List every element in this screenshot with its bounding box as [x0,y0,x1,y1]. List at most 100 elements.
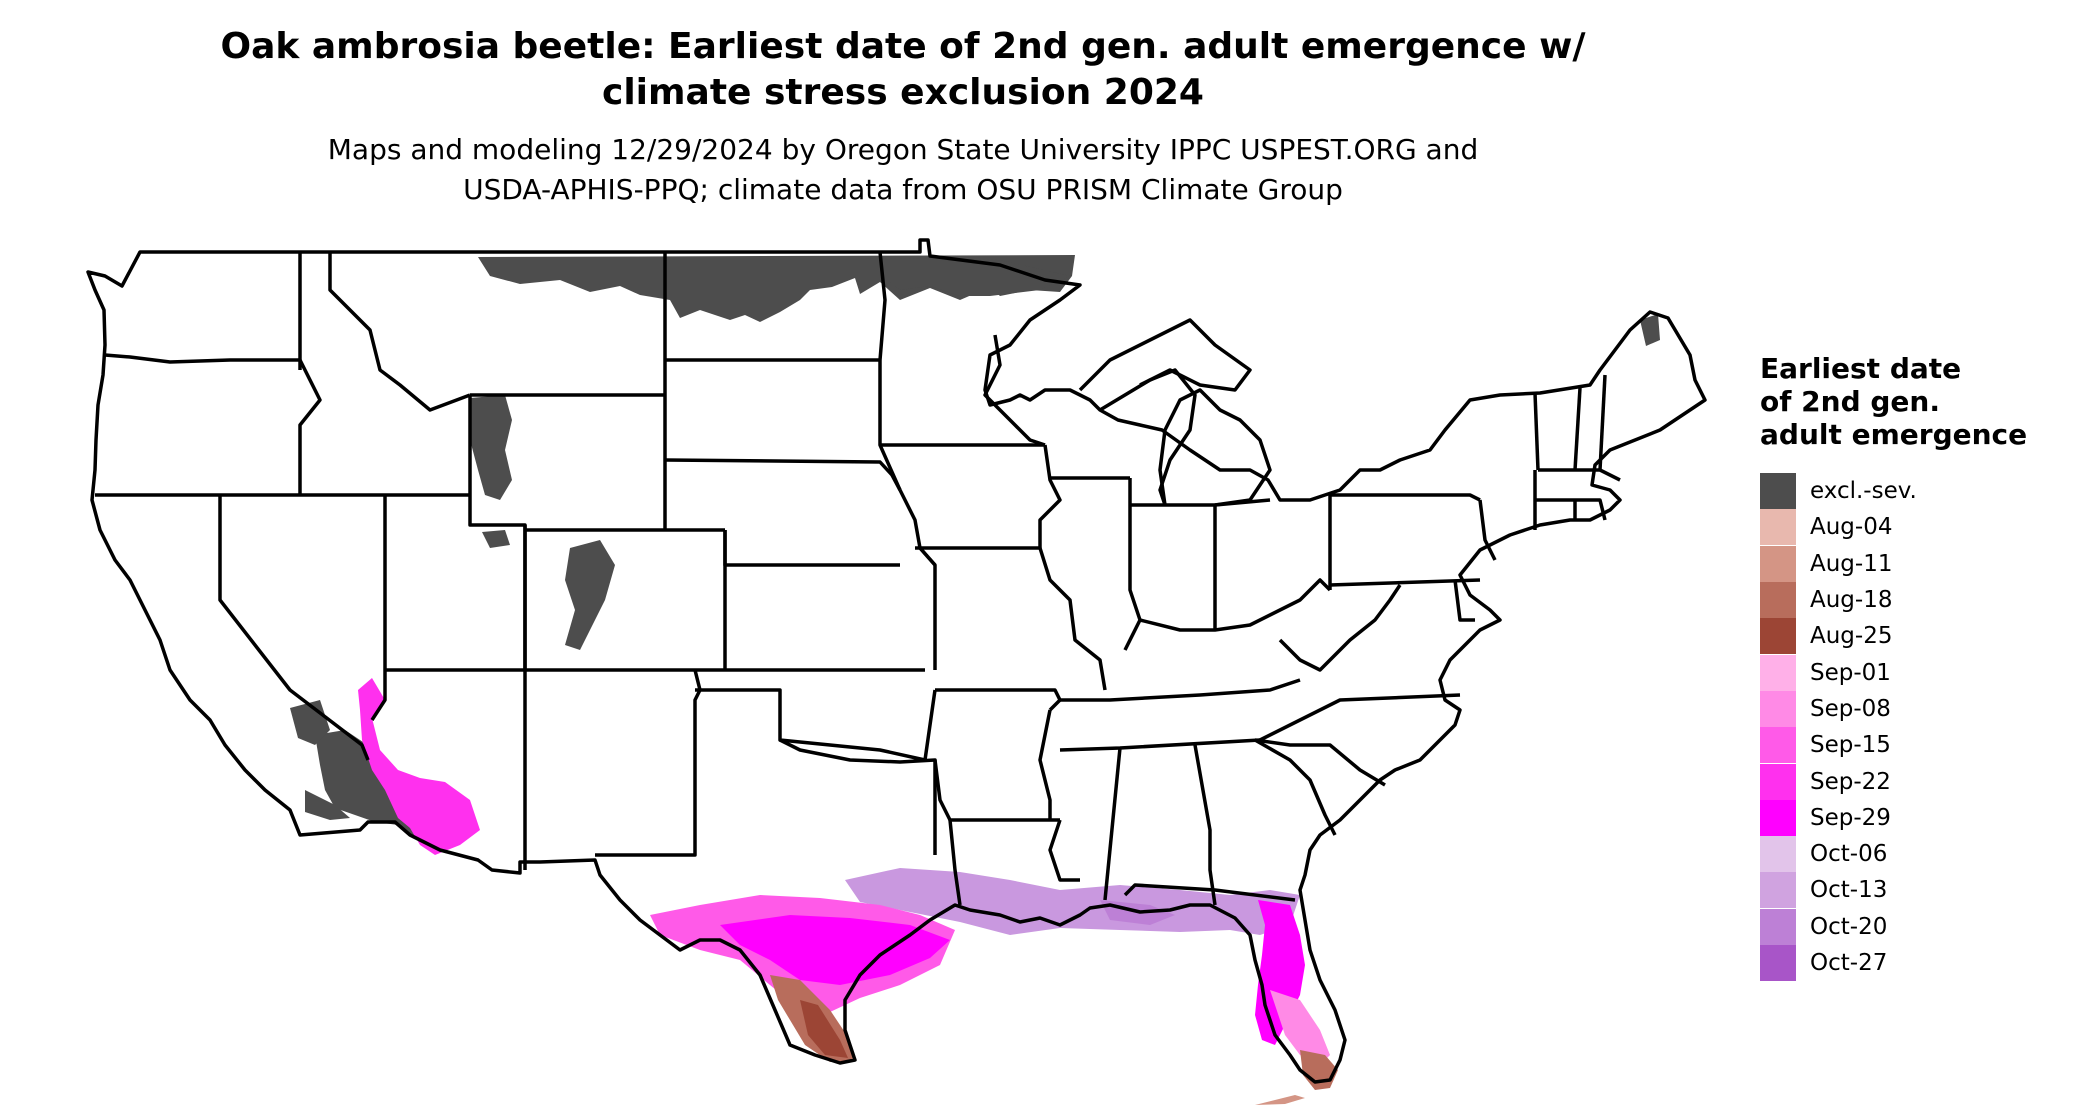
map-subtitle-line2: USDA-APHIS-PPQ; climate data from OSU PR… [463,173,1343,206]
legend-swatch [1760,727,1796,764]
legend-swatch [1760,618,1796,655]
border-ky-tn [1060,678,1301,702]
border-nh-me [1598,374,1607,471]
legend-swatch [1760,545,1796,582]
legend-item: Aug-04 [1760,509,2090,546]
legend-label: Sep-15 [1810,732,1891,759]
border-ne-ks-co [723,530,900,567]
legend-label: Oct-06 [1810,841,1888,868]
legend-label: Oct-20 [1810,913,1888,940]
exclusion-wy-south [482,530,510,548]
legend-label: excl.-sev. [1810,478,1917,505]
legend-item: Aug-25 [1760,618,2090,655]
florida-aug-south [1300,1050,1338,1090]
legend-swatch [1760,836,1796,873]
legend-label: Sep-22 [1810,768,1891,795]
map-title: Oak ambrosia beetle: Earliest date of 2n… [0,24,1806,116]
border-ms-al [1103,747,1122,901]
border-ks-mo [918,546,937,670]
legend-swatch [1760,473,1796,510]
legend-title-line3: adult emergence [1760,418,2028,451]
legend-item: Sep-08 [1760,690,2090,727]
border-ok-tx [779,738,937,855]
texas-sep-late [720,915,950,985]
florida-sep-mid [1270,990,1330,1065]
border-oh-ky-wv [1139,578,1332,632]
border-tn-va-nc [1259,693,1461,742]
border-ut-wy [468,495,527,670]
border-tn-ms-al [1059,738,1261,752]
border-ma-ct-ri [1535,498,1607,521]
legend-label: Sep-01 [1810,659,1891,686]
border-nc-sc [1254,738,1386,787]
michigan-up [1078,318,1252,392]
legend-label: Aug-11 [1810,550,1893,577]
legend-item: Sep-29 [1760,799,2090,836]
legend-item: Oct-27 [1760,945,2090,981]
border-mo-ar [935,688,1062,712]
legend-swatch [1760,763,1796,800]
map-subtitle: Maps and modeling 12/29/2024 by Oregon S… [0,130,1806,210]
border-ny-vt [1533,392,1540,471]
border-pa-md [1329,578,1481,587]
border-wv-va [1278,584,1402,672]
texas-aug-tip [800,1000,848,1058]
lower-michigan [1158,388,1272,507]
exclusion-minnesota-strip [860,258,1070,296]
legend-item: Oct-06 [1760,836,2090,873]
emergence-areas [358,678,1338,1105]
map-title-line1: Oak ambrosia beetle: Earliest date of 2n… [220,26,1586,67]
border-nd-mn [878,251,887,361]
border-nv-az [370,670,387,721]
lake-michigan-shore [1099,368,1197,506]
legend-item: Sep-22 [1760,763,2090,800]
legend-swatch [1760,582,1796,619]
border-pa-ny [1330,493,1481,502]
legend-swatch [1760,945,1796,981]
legend-item: Oct-20 [1760,908,2090,945]
florida-keys [1255,1095,1305,1105]
us-outline [86,238,1707,1084]
legend-item: Aug-11 [1760,545,2090,582]
border-nm-tx [595,669,702,857]
legend-title-line2: of 2nd gen. [1760,385,1940,418]
border-ne-ia-mo [898,489,937,567]
border-mn-wi [983,334,1046,447]
border-ma [1538,468,1621,482]
legend-title-line1: Earliest date [1760,352,1962,385]
legend-label: Aug-25 [1810,623,1893,650]
legend-swatch [1760,872,1796,909]
state-boundaries [86,238,1707,1084]
border-vt-nh [1573,387,1582,471]
border-ca-nv [218,495,370,761]
border-al-ga [1193,744,1217,906]
exclusion-socal [305,790,350,820]
legend-item: Sep-01 [1760,654,2090,691]
border-wa-or [104,353,300,364]
legend-swatch [1760,654,1796,691]
border-ar-la-tx [933,759,1060,822]
legend: Earliest date of 2nd gen. adult emergenc… [1760,352,2090,981]
border-id-mt [328,252,471,412]
map-subtitle-line1: Maps and modeling 12/29/2024 by Oregon S… [327,133,1479,166]
legend-swatch [1760,799,1796,836]
border-il-in [1123,478,1142,651]
legend-items: excl.-sev. Aug-04 Aug-11 Aug-18 Aug-25 Sep-01… [1760,473,2090,981]
border-la-tx [948,819,962,906]
legend-swatch [1760,690,1796,727]
border-ga-sc [1254,738,1337,836]
legend-title: Earliest date of 2nd gen. adult emergenc… [1760,352,2090,451]
legend-label: Aug-18 [1810,587,1893,614]
border-sd-ne [664,458,902,491]
border-de-md [1453,579,1475,622]
legend-label: Sep-08 [1810,695,1891,722]
legend-label: Oct-27 [1810,950,1888,976]
exclusion-maine [1640,314,1660,346]
legend-item: excl.-sev. [1760,473,2090,510]
legend-item: Oct-13 [1760,872,2090,909]
legend-swatch [1760,908,1796,945]
border-sd-mn-ia [878,360,902,491]
legend-item: Aug-18 [1760,582,2090,619]
border-ar-ms-tn [1038,709,1052,820]
